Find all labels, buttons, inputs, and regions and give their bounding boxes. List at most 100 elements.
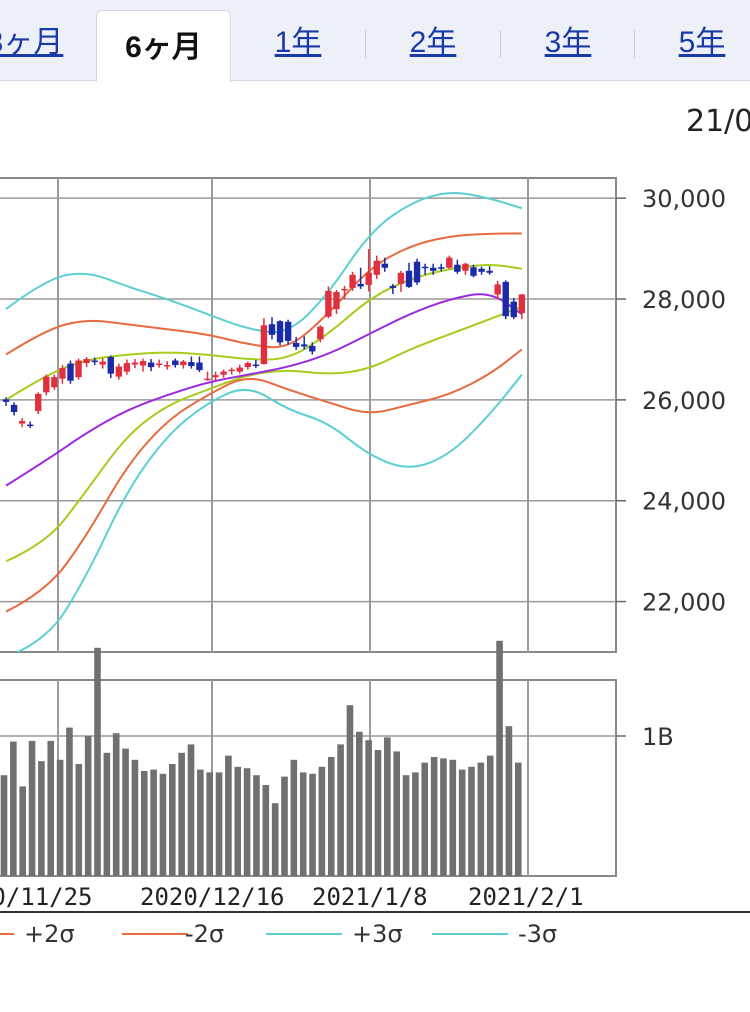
- volume-bar: [10, 741, 17, 876]
- candle-body: [59, 368, 66, 379]
- tab-3-months[interactable]: 3ヶ月: [0, 26, 64, 59]
- volume-bar: [47, 740, 55, 876]
- candle-body: [18, 421, 26, 424]
- candle-body: [91, 360, 98, 363]
- period-tab-bar: 3ヶ月 6ヶ月 1年 2年 3年 5年: [0, 0, 750, 82]
- tab-6-months[interactable]: 6ヶ月: [96, 10, 231, 82]
- candle-body: [325, 290, 332, 317]
- candle-body: [75, 360, 82, 378]
- candle-body: [115, 366, 123, 377]
- candle-body: [470, 267, 477, 276]
- candle-body: [139, 361, 147, 366]
- price-panel-frame: [0, 177, 617, 653]
- candle-body: [123, 363, 131, 372]
- volume-bar: [309, 773, 316, 876]
- volume-bar: [66, 727, 73, 876]
- candle-body: [35, 393, 42, 411]
- candle-body: [429, 267, 437, 271]
- volume-bar: [131, 759, 139, 876]
- volume-bar: [112, 733, 120, 876]
- candle-body: [196, 362, 203, 371]
- candle-body: [373, 260, 380, 275]
- candle-body: [268, 324, 276, 335]
- tab-separator: [500, 30, 501, 58]
- price-axis-tick-label: 26,000: [642, 387, 726, 415]
- candle-body: [10, 404, 18, 412]
- candle-body: [381, 263, 389, 268]
- legend-label: -3σ: [518, 920, 557, 948]
- volume-bar: [458, 769, 466, 876]
- candle-body: [220, 371, 227, 375]
- candle-body: [172, 360, 179, 366]
- candle-body: [333, 291, 340, 310]
- volume-bar: [337, 744, 344, 876]
- price-plot-area: [2, 191, 526, 652]
- price-axis-tick-label: 30,000: [642, 185, 726, 213]
- candle-body: [164, 365, 171, 367]
- volume-bar: [290, 759, 298, 876]
- volume-bar: [243, 768, 251, 876]
- volume-bar: [262, 785, 270, 876]
- volume-bar: [477, 762, 485, 876]
- volume-bar: [430, 757, 438, 876]
- candle-body: [494, 284, 501, 295]
- legend-label: +2σ: [24, 920, 75, 948]
- volume-bar: [38, 761, 45, 876]
- candle-body: [252, 364, 260, 367]
- tab-5-years[interactable]: 5年: [678, 26, 726, 59]
- candle-body: [341, 288, 348, 291]
- candle-body: [51, 377, 58, 388]
- candle-body: [107, 357, 114, 374]
- volume-bar: [169, 764, 176, 876]
- candle-body: [421, 266, 429, 269]
- candle-body: [292, 342, 300, 347]
- candle-body: [446, 257, 453, 268]
- candle-body: [99, 361, 106, 365]
- price-axis-tick-label: 22,000: [642, 589, 726, 617]
- moving-average-line: [5, 293, 523, 487]
- candle-body: [26, 424, 34, 427]
- tab-separator: [634, 30, 635, 58]
- volume-bar: [299, 772, 307, 876]
- volume-bar: [346, 705, 354, 876]
- volume-bar: [440, 758, 447, 876]
- candle-body: [518, 294, 526, 314]
- band-minus3-line: [15, 374, 523, 652]
- tab-2-years[interactable]: 2年: [409, 26, 457, 59]
- candle-body: [276, 321, 284, 343]
- volume-bar: [327, 757, 335, 876]
- candle-body: [180, 361, 187, 366]
- volume-bar: [0, 775, 8, 876]
- candle-body: [486, 270, 493, 273]
- candle-body: [349, 274, 356, 288]
- candle-body: [389, 285, 397, 288]
- candle-body: [317, 326, 324, 340]
- volume-bar: [365, 740, 372, 876]
- volume-bar: [187, 744, 195, 876]
- volume-bar: [103, 752, 111, 876]
- candle-body: [478, 268, 485, 272]
- candle-body: [2, 399, 10, 402]
- volume-bar: [56, 759, 64, 876]
- price-axis-tick-label: 24,000: [642, 488, 726, 516]
- volume-bar: [486, 755, 494, 876]
- volume-bar: [28, 740, 36, 876]
- price-axis-tick-label: 28,000: [642, 286, 726, 314]
- candle-body: [67, 363, 74, 381]
- volume-bar: [19, 786, 26, 876]
- volume-bar: [150, 769, 157, 876]
- candle-body: [228, 369, 235, 372]
- tab-3-years[interactable]: 3年: [544, 26, 592, 59]
- volume-bar: [159, 773, 167, 876]
- x-axis-tick-label: 2020/11/25: [0, 883, 93, 911]
- candle-body: [260, 325, 268, 365]
- band-plus1-line: [5, 263, 522, 401]
- volume-bar: [374, 750, 382, 876]
- candle-body: [155, 363, 163, 366]
- candle-body: [284, 321, 292, 341]
- candle-body: [244, 363, 251, 368]
- volume-bar: [253, 775, 260, 876]
- tab-1-year[interactable]: 1年: [274, 26, 322, 59]
- volume-bar: [449, 759, 457, 876]
- date-stamp: 21/0: [686, 104, 750, 139]
